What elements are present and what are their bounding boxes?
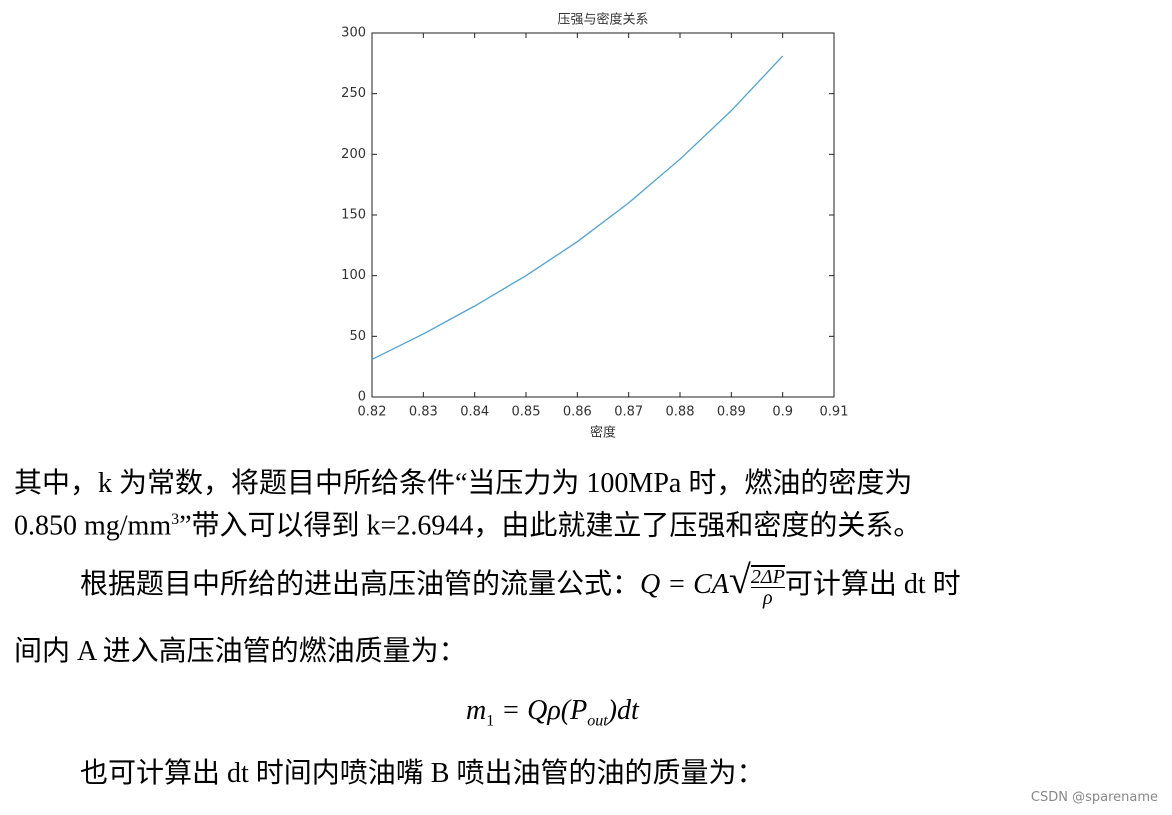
y-tick-label: 300	[341, 26, 366, 41]
text-line: 根据题目中所给的进出高压油管的流量公式：Q = CA√ 2ΔP ρ 可计算出 dt 时	[80, 557, 961, 610]
x-tick-label: 0.85	[512, 405, 541, 420]
fraction: 2ΔP ρ	[750, 565, 785, 610]
text-line: 其中，k 为常数，将题目中所给条件“当压力为 100MPa 时，燃油的密度为	[14, 470, 912, 498]
x-tick-label: 0.91	[820, 405, 849, 420]
text: 可计算出 dt 时	[784, 569, 961, 600]
y-tick-label: 100	[341, 268, 366, 283]
superscript: 3	[171, 511, 180, 528]
watermark: CSDN @sparename	[1030, 790, 1158, 805]
x-tick-label: 0.84	[460, 405, 489, 420]
equation: m1 = Qρ(Pout)dt	[466, 697, 639, 730]
text: 0.850 mg/mm	[14, 510, 172, 542]
sqrt-sign: √	[728, 557, 751, 602]
x-tick-label: 0.82	[358, 405, 387, 420]
text-line: 也可计算出 dt 时间内喷油嘴 B 喷出油管的油的质量为：	[80, 760, 764, 788]
eq-sub: 1	[486, 712, 495, 730]
text: 间内 A 进入高压油管的燃油质量为：	[14, 636, 467, 667]
x-tick-label: 0.89	[717, 405, 746, 420]
x-axis-label: 密度	[590, 425, 616, 441]
eq-part: )dt	[607, 695, 639, 726]
x-tick-label: 0.88	[666, 405, 695, 420]
eq-part: m	[466, 695, 487, 726]
eq-part: = Qρ(P	[494, 695, 588, 726]
x-tick-label: 0.83	[409, 405, 438, 420]
text: 也可计算出 dt 时间内喷油嘴 B 喷出油管的油的质量为：	[80, 758, 765, 789]
text: ”带入可以得到 k=2.6944，由此就建立了压强和密度的关系。	[179, 510, 922, 542]
data-line	[371, 55, 784, 360]
chart-title: 压强与密度关系	[557, 12, 648, 28]
text: 根据题目中所给的进出高压油管的流量公式：	[80, 569, 641, 600]
y-tick-label: 250	[341, 86, 366, 101]
y-tick-label: 200	[341, 147, 366, 162]
y-tick-label: 0	[358, 390, 366, 405]
chart: 压强与密度关系 密度 0 50 100 150 200 250 300 0.82 0.83 0.8…	[341, 12, 849, 441]
numerator: 2ΔP	[750, 566, 785, 589]
x-tick-label: 0.9	[772, 405, 793, 420]
plot-frame	[371, 32, 835, 398]
text: 其中，k 为常数，将题目中所给条件“当压力为 100MPa 时，燃油的密度为	[14, 468, 913, 499]
x-tick-label: 0.86	[563, 405, 592, 420]
denominator: ρ	[763, 587, 773, 610]
eq-sub: out	[587, 712, 608, 730]
formula: Q = CA	[640, 569, 729, 600]
text-line: 0.850 mg/mm3”带入可以得到 k=2.6944，由此就建立了压强和密度…	[14, 512, 921, 540]
x-tick-label: 0.87	[614, 405, 643, 420]
text-line: 间内 A 进入高压油管的燃油质量为：	[14, 638, 467, 666]
y-tick-label: 50	[349, 329, 366, 344]
y-tick-label: 150	[341, 208, 366, 223]
